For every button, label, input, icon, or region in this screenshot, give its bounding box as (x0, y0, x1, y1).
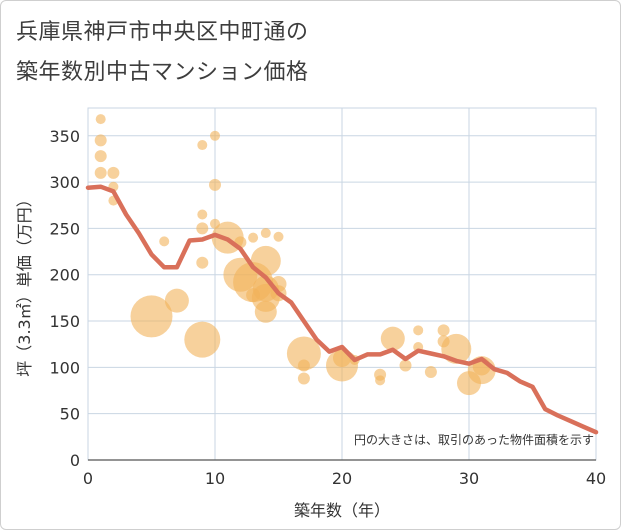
bubble-point (424, 366, 437, 378)
bubble-point (375, 375, 386, 386)
bubble-series (94, 114, 496, 396)
bubble-point (260, 228, 271, 239)
x-tick-label: 40 (586, 469, 606, 488)
bubble-point (94, 150, 107, 163)
bubble-point (209, 178, 221, 191)
x-tick-label: 10 (205, 469, 225, 488)
bubble-point (95, 114, 106, 125)
axes: 0 50 100 150 200 250 300 350 0 10 20 30 40 (49, 127, 606, 488)
y-tick-label: 100 (49, 358, 80, 377)
y-tick-label: 300 (49, 173, 80, 192)
y-axis-label: 坪（3.3㎡）単価（万円） (15, 191, 34, 376)
y-tick-label: 200 (49, 266, 80, 285)
x-axis-label: 築年数（年） (294, 501, 390, 520)
bubble-point (297, 359, 310, 372)
grid-lines (87, 107, 597, 461)
bubble-point (197, 140, 208, 151)
bubble-point (196, 256, 209, 269)
bubble-point (197, 209, 208, 220)
x-tick-label: 20 (332, 469, 352, 488)
bubble-point (413, 325, 424, 336)
bubble-point (94, 134, 107, 147)
chart-title-line-2: 築年数別中古マンション価格 (16, 60, 309, 85)
chart-title-line-1: 兵庫県神戸市中央区中町通の (16, 20, 309, 45)
y-tick-label: 50 (60, 405, 80, 424)
y-tick-label: 350 (49, 127, 80, 146)
x-tick-label: 0 (83, 469, 93, 488)
bubble-point (254, 300, 277, 323)
bubble-point (273, 231, 284, 242)
bubble-point (107, 166, 120, 179)
bubble-point (399, 359, 412, 372)
y-tick-label: 250 (49, 219, 80, 238)
y-tick-label: 150 (49, 312, 80, 331)
bubble-point (248, 232, 259, 243)
bubble-point (94, 166, 107, 179)
bubble-point (130, 295, 173, 338)
y-tick-label: 0 (70, 451, 80, 470)
bubble-point (210, 130, 220, 141)
bubble-point (380, 326, 405, 351)
bubble-point (164, 288, 189, 313)
bubble-point (326, 349, 358, 382)
trend-line (85, 184, 599, 435)
bubble-point (184, 321, 221, 358)
x-tick-label: 30 (459, 469, 479, 488)
bubble-point (250, 245, 281, 276)
bubble-point (437, 324, 450, 337)
bubble-point (297, 372, 310, 385)
bubble-size-note: 円の大きさは、取引のあった物件面積を示す (354, 432, 594, 447)
trend-line-series (85, 184, 599, 435)
bubble-point (159, 236, 170, 247)
bubble-point (286, 336, 321, 371)
bubble-point (196, 222, 209, 235)
